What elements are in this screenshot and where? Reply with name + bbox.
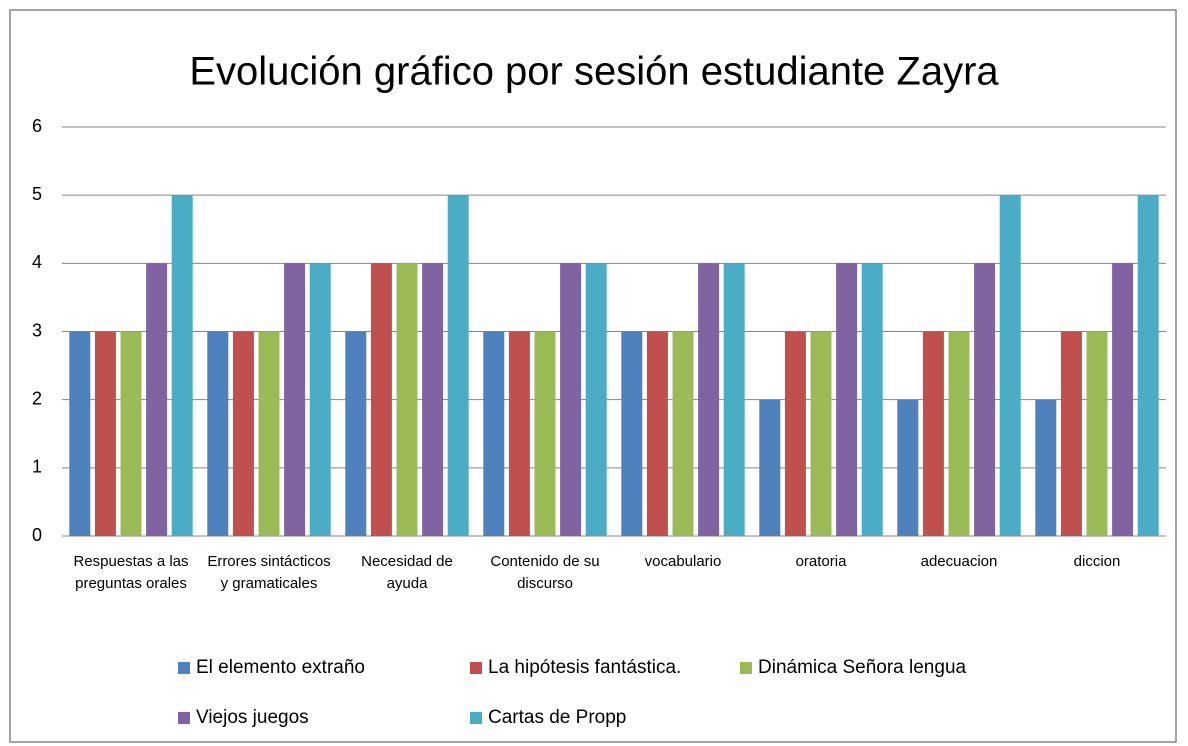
bar [922,331,944,536]
bar [1112,263,1134,536]
bar [560,263,582,536]
x-tick-label: adecuacion [920,553,998,570]
bar [69,331,91,536]
bar [232,331,254,536]
y-tick-label: 0 [32,525,42,545]
bar [171,195,193,536]
x-tick-label: diccion [1073,553,1121,570]
bar [621,331,643,536]
bar [422,263,444,536]
bar [396,263,418,536]
y-tick-label: 2 [32,388,42,408]
bar [483,331,505,536]
bar [646,331,668,536]
x-tick-label: vocabulario [644,553,722,570]
bar [1137,195,1159,536]
bar [447,195,469,536]
bar [120,331,142,536]
legend-label: Cartas de Propp [488,707,626,728]
bar [974,263,996,536]
bar [534,331,556,536]
y-tick-label: 3 [32,320,42,340]
y-tick-label: 6 [32,116,42,136]
bar [698,263,720,536]
bar [723,263,745,536]
legend-label: Dinámica Señora lengua [758,657,967,678]
bar [146,263,168,536]
x-tick-label: Errores sintácticos y gramaticales [207,553,331,592]
bar [258,331,280,536]
bar [1035,399,1057,536]
legend-swatch [178,712,190,724]
bar [1060,331,1082,536]
x-tick-label: Contenido de su discurso [490,553,600,592]
bar [1086,331,1108,536]
legend-label: Viejos juegos [196,707,309,728]
y-tick-label: 5 [32,184,42,204]
bar [999,195,1021,536]
bar [585,263,607,536]
bar [784,331,806,536]
bar [810,331,832,536]
bar [836,263,858,536]
legend-swatch [470,662,482,674]
bar [861,263,883,536]
bar [759,399,781,536]
y-tick-label: 1 [32,457,42,477]
bar [284,263,306,536]
legend-label: La hipótesis fantástica. [488,657,681,678]
bar [672,331,694,536]
x-tick-label: oratoria [795,553,847,570]
bar [309,263,331,536]
legend-swatch [178,662,190,674]
x-tick-label: Necesidad de ayuda [361,553,453,592]
bar [508,331,530,536]
bar [345,331,367,536]
bar [370,263,392,536]
bar [897,399,919,536]
legend-swatch [740,662,752,674]
bar [207,331,229,536]
x-tick-label: Respuestas a las preguntas orales [73,553,189,592]
y-tick-label: 4 [32,252,42,272]
chart-title: Evolución gráfico por sesión estudiante … [189,50,999,94]
legend-swatch [470,712,482,724]
bar [94,331,116,536]
legend-label: El elemento extraño [196,657,365,678]
bar [948,331,970,536]
